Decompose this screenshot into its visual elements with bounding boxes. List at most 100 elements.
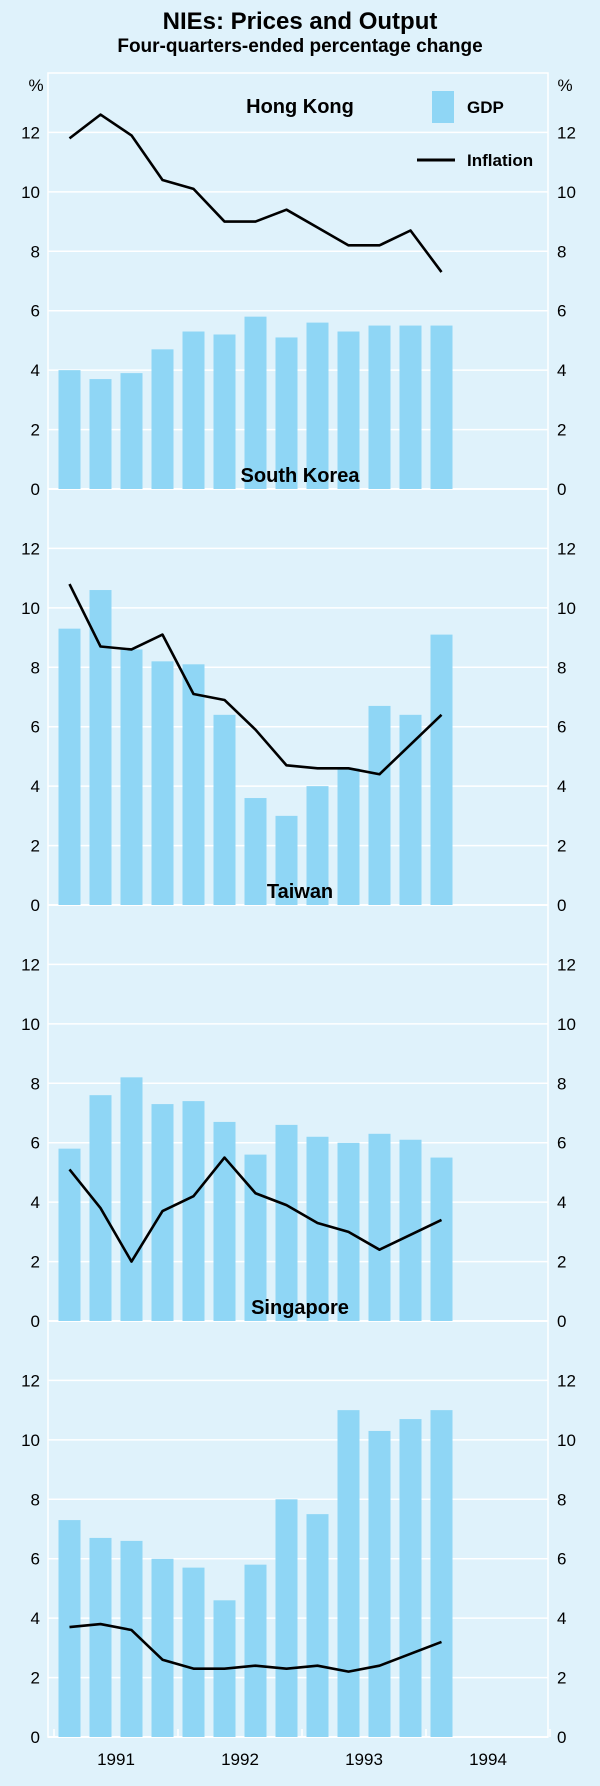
gdp-bar xyxy=(151,349,174,489)
y-tick-label-right: 0 xyxy=(557,896,566,915)
y-tick-label-left: 6 xyxy=(31,1550,40,1569)
y-tick-label-right: 6 xyxy=(557,1134,566,1153)
y-tick-label-right: 4 xyxy=(557,777,566,796)
gdp-bar xyxy=(182,1567,205,1737)
y-tick-label-left: 8 xyxy=(31,658,40,677)
gdp-bar xyxy=(368,325,391,489)
y-tick-label-left: 10 xyxy=(21,183,40,202)
y-tick-label-left: 12 xyxy=(21,123,40,142)
gdp-bar xyxy=(213,714,236,905)
gdp-bar xyxy=(368,705,391,905)
gdp-bar xyxy=(306,786,329,905)
chart-titles: NIEs: Prices and Output Four-quarters-en… xyxy=(0,8,600,58)
gdp-bar xyxy=(430,1410,453,1737)
y-tick-label-right: 12 xyxy=(557,1371,576,1390)
panel-title: Singapore xyxy=(251,1297,349,1319)
y-tick-label-right: 4 xyxy=(557,361,566,380)
y-tick-label-left: 0 xyxy=(31,896,40,915)
gdp-bar xyxy=(120,649,143,905)
gdp-bar xyxy=(244,798,267,905)
y-tick-label-left: 0 xyxy=(31,480,40,499)
gdp-bar xyxy=(368,1133,391,1321)
gdp-bar xyxy=(182,1101,205,1321)
gdp-bar xyxy=(151,661,174,905)
y-tick-label-left: 2 xyxy=(31,1253,40,1272)
gdp-bar xyxy=(58,1148,81,1321)
gdp-bar xyxy=(430,1157,453,1321)
legend-gdp-swatch xyxy=(432,91,454,123)
gdp-bar xyxy=(275,1499,298,1737)
y-tick-label-right: 12 xyxy=(557,955,576,974)
gdp-bar xyxy=(337,768,360,905)
y-tick-label-right: 8 xyxy=(557,1074,566,1093)
gdp-bar xyxy=(182,664,205,905)
unit-label-right: % xyxy=(557,76,572,95)
x-tick-label: 1993 xyxy=(345,1750,383,1769)
panel-title: Taiwan xyxy=(267,881,333,903)
legend-inflation-label: Inflation xyxy=(467,151,533,170)
y-tick-label-right: 2 xyxy=(557,1669,566,1688)
gdp-bar xyxy=(399,325,422,489)
gdp-bar xyxy=(58,628,81,905)
y-tick-label-right: 2 xyxy=(557,421,566,440)
legend: GDP Inflation xyxy=(417,91,533,170)
y-tick-label-left: 2 xyxy=(31,421,40,440)
gdp-bar xyxy=(430,634,453,905)
y-tick-label-left: 4 xyxy=(31,1609,40,1628)
x-tick-label: 1991 xyxy=(97,1750,135,1769)
y-tick-label-right: 0 xyxy=(557,1312,566,1331)
gdp-bar xyxy=(89,590,112,905)
y-tick-label-right: 6 xyxy=(557,718,566,737)
panel-taiwan: 0 0 2 2 4 4 6 6 8 8 10 10 12 12 Taiwan xyxy=(21,881,576,1331)
gdp-bar xyxy=(399,1139,422,1321)
y-tick-label-right: 4 xyxy=(557,1193,566,1212)
gdp-bar xyxy=(399,1419,422,1737)
panel-singapore: 0 0 2 2 4 4 6 6 8 8 10 10 12 12 Singapore xyxy=(21,1297,576,1747)
unit-label-left: % xyxy=(28,76,43,95)
gdp-bar xyxy=(337,331,360,489)
gdp-bar xyxy=(399,714,422,905)
y-tick-label-left: 4 xyxy=(31,777,40,796)
gdp-bar xyxy=(89,379,112,489)
inflation-line xyxy=(68,583,443,776)
gdp-bar xyxy=(213,1121,236,1321)
y-tick-label-left: 6 xyxy=(31,302,40,321)
y-tick-label-right: 2 xyxy=(557,837,566,856)
y-tick-label-left: 8 xyxy=(31,1074,40,1093)
y-tick-label-left: 2 xyxy=(31,837,40,856)
y-tick-label-left: 12 xyxy=(21,539,40,558)
y-tick-label-right: 8 xyxy=(557,242,566,261)
y-tick-label-left: 6 xyxy=(31,1134,40,1153)
y-tick-label-right: 0 xyxy=(557,480,566,499)
y-tick-label-left: 12 xyxy=(21,955,40,974)
gdp-bar xyxy=(275,337,298,489)
y-tick-label-left: 12 xyxy=(21,1371,40,1390)
inflation-line xyxy=(68,113,443,273)
panel-title: Hong Kong xyxy=(246,96,354,118)
gdp-bar xyxy=(337,1410,360,1737)
gdp-bar xyxy=(306,1514,329,1737)
gdp-bar xyxy=(368,1430,391,1737)
x-axis: 1991 1992 1993 1994 xyxy=(53,1729,551,1769)
gdp-bar xyxy=(120,1540,143,1737)
inflation-line xyxy=(69,1622,442,1673)
panel-title: South Korea xyxy=(241,465,361,487)
y-tick-label-right: 10 xyxy=(557,1015,576,1034)
y-tick-label-right: 12 xyxy=(557,539,576,558)
gdp-bar xyxy=(244,1564,267,1737)
panel-south-korea: 0 0 2 2 4 4 6 6 8 8 10 10 12 12 South Korea xyxy=(21,465,576,915)
x-tick-label: 1994 xyxy=(469,1750,507,1769)
panel-hong-kong: 0 0 2 2 4 4 6 6 8 8 10 10 12 12% % Hong Kong xyxy=(21,76,576,499)
y-tick-label-left: 4 xyxy=(31,361,40,380)
y-tick-label-right: 2 xyxy=(557,1253,566,1272)
y-tick-label-right: 10 xyxy=(557,183,576,202)
gdp-bar xyxy=(275,1124,298,1321)
x-tick-label: 1992 xyxy=(221,1750,259,1769)
gdp-bar xyxy=(58,370,81,489)
gdp-bar xyxy=(430,325,453,489)
y-tick-label-left: 8 xyxy=(31,1490,40,1509)
y-tick-label-right: 6 xyxy=(557,302,566,321)
gdp-bar xyxy=(120,1077,143,1321)
y-tick-label-right: 12 xyxy=(557,123,576,142)
y-tick-label-right: 10 xyxy=(557,599,576,618)
